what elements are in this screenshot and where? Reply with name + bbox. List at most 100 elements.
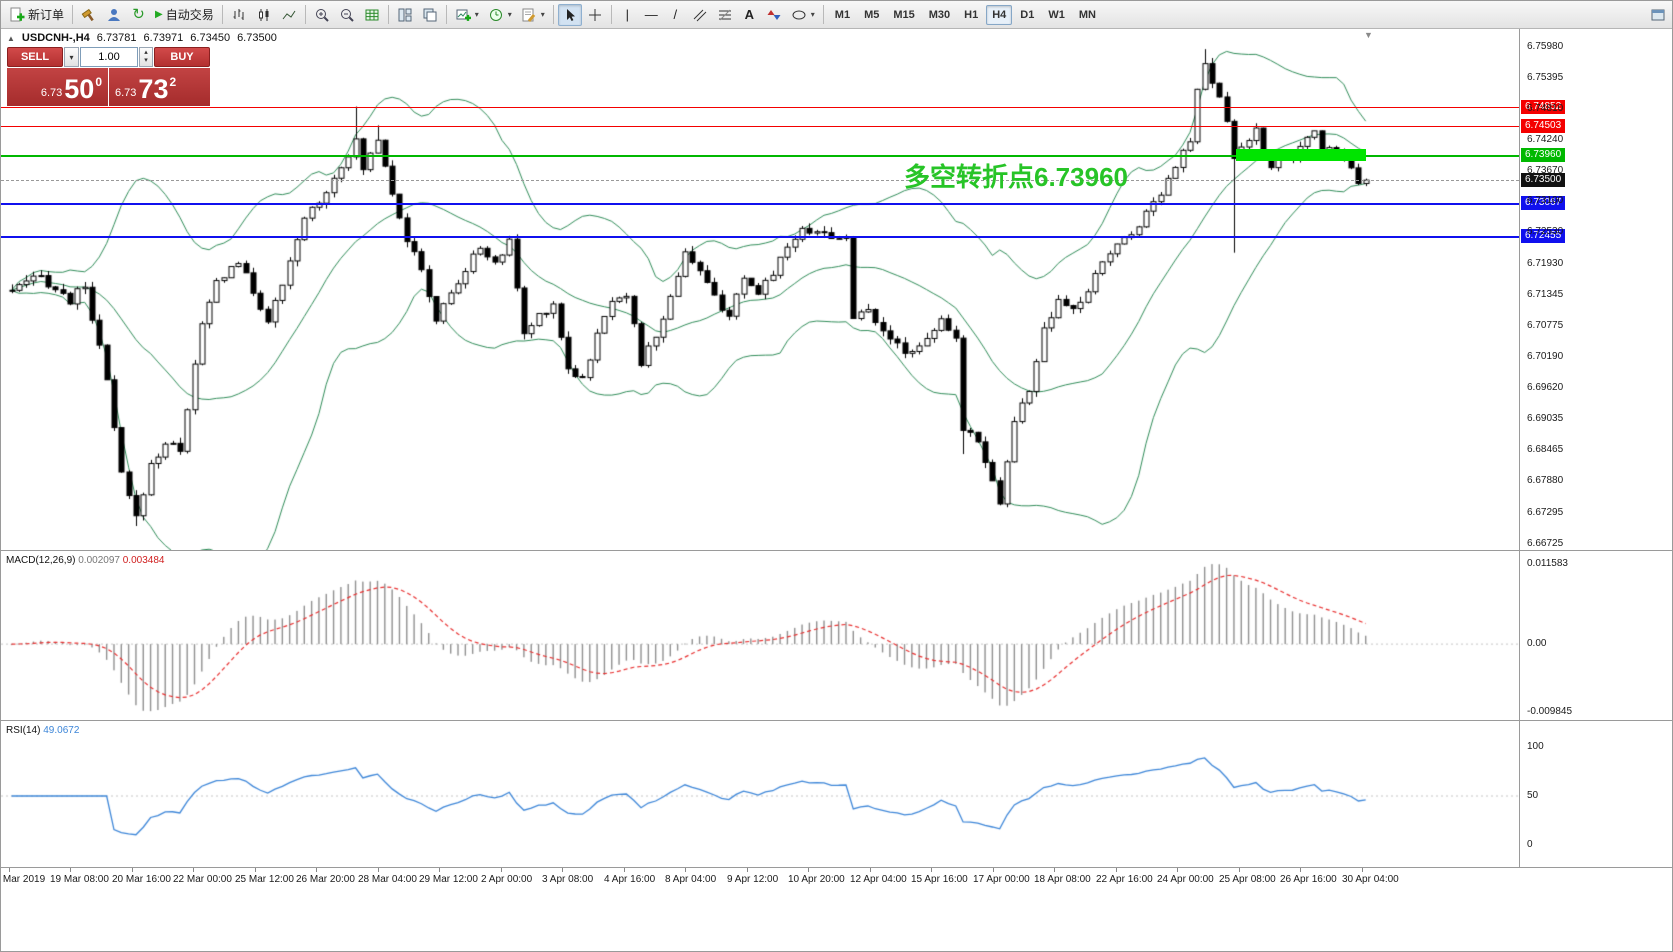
time-axis-tick xyxy=(70,868,71,872)
time-axis-tick xyxy=(931,868,932,872)
time-axis-tick xyxy=(624,868,625,872)
time-axis-label: 10 Apr 20:00 xyxy=(788,874,845,885)
candlestick-canvas[interactable] xyxy=(1,29,1519,550)
chart-profiles-button[interactable]: ▾ xyxy=(484,4,516,26)
new-order-label: 新订单 xyxy=(28,8,65,22)
sell-button[interactable]: SELL xyxy=(7,47,63,67)
rsi-label: RSI(14) 49.0672 xyxy=(6,725,79,736)
profiles-button[interactable] xyxy=(102,4,126,26)
line-chart-button[interactable] xyxy=(277,4,301,26)
arrow-objects-icon xyxy=(767,9,781,20)
rsi-pane[interactable]: RSI(14) 49.0672 xyxy=(1,721,1519,867)
timeframe-M30[interactable]: M30 xyxy=(928,8,951,21)
fibonacci-button[interactable] xyxy=(713,4,737,26)
timeframe-M15[interactable]: M15 xyxy=(893,8,915,21)
toolbar-separator xyxy=(221,5,223,24)
time-axis-label: 4 Apr 16:00 xyxy=(604,874,656,885)
crosshair-button[interactable] xyxy=(583,4,607,26)
channel-button[interactable] xyxy=(688,4,712,26)
rsi-value: 49.0672 xyxy=(43,725,80,736)
buy-button[interactable]: BUY xyxy=(154,47,210,67)
docking-icon xyxy=(1651,9,1665,20)
pivot-annotation-text[interactable]: 多空转折点6.73960 xyxy=(904,162,1128,192)
zoom-in-icon xyxy=(315,8,329,22)
time-axis-label: 26 Apr 16:00 xyxy=(1280,874,1337,885)
arrows-button[interactable] xyxy=(762,4,786,26)
rsi-canvas[interactable] xyxy=(1,721,1519,867)
shapes-button[interactable]: ▾ xyxy=(787,4,819,26)
price-axis[interactable] xyxy=(1520,29,1672,868)
macd-canvas[interactable] xyxy=(1,551,1519,720)
toolbar-docking-button[interactable] xyxy=(1646,4,1670,26)
timeframe-H4[interactable]: H4 xyxy=(986,4,1013,25)
sell-price-tile[interactable]: 6.73 50 0 xyxy=(7,68,108,106)
vertical-line-icon: | xyxy=(625,7,629,22)
refresh-button[interactable]: ↻ xyxy=(127,4,150,26)
time-axis-tick xyxy=(9,868,10,872)
time-axis-tick xyxy=(1116,868,1117,872)
time-axis-tick xyxy=(993,868,994,872)
spinner-up-icon[interactable]: ▴ xyxy=(144,49,148,56)
trendline-button[interactable]: / xyxy=(664,4,687,26)
spinner-down-icon[interactable]: ▾ xyxy=(144,57,148,64)
pane-separator xyxy=(1,867,1672,868)
macd-main-value: 0.002097 xyxy=(78,555,120,566)
horizontal-line-icon: — xyxy=(644,7,658,22)
one-click-controls: SELL ▾ 1.00 ▴ ▾ BUY xyxy=(7,47,211,67)
main-chart-pane[interactable] xyxy=(1,29,1519,550)
toolbar-separator xyxy=(72,5,74,24)
text-button[interactable]: A xyxy=(738,4,761,26)
pane-separator[interactable] xyxy=(1,720,1672,721)
template-icon xyxy=(522,8,535,22)
ohlc-open: 6.73781 xyxy=(96,32,137,44)
timeframe-D1[interactable]: D1 xyxy=(1020,8,1035,21)
timeframe-H1[interactable]: H1 xyxy=(964,8,979,21)
timeframe-W1[interactable]: W1 xyxy=(1048,8,1065,21)
chevron-down-icon: ▾ xyxy=(810,10,815,19)
scripts-button[interactable] xyxy=(77,4,101,26)
candlestick-chart-button[interactable] xyxy=(252,4,276,26)
macd-pane[interactable]: MACD(12,26,9) 0.002097 0.003484 xyxy=(1,551,1519,720)
chart-shift-marker-icon[interactable]: ▼ xyxy=(1364,30,1373,40)
line-chart-icon xyxy=(282,10,296,19)
volume-spinner[interactable]: ▴ ▾ xyxy=(139,47,153,67)
buy-price-big: 73 xyxy=(138,74,169,104)
buy-price-tile[interactable]: 6.73 73 2 xyxy=(109,68,210,106)
time-axis-label: 9 Apr 12:00 xyxy=(727,874,779,885)
volume-input[interactable]: 1.00 xyxy=(80,47,138,67)
zoom-in-button[interactable] xyxy=(310,4,334,26)
one-click-collapse-icon[interactable]: ▲ xyxy=(7,33,15,43)
cursor-button[interactable] xyxy=(557,3,582,26)
new-chart-icon xyxy=(456,9,471,21)
horizontal-line-button[interactable]: — xyxy=(640,4,663,26)
new-order-button[interactable]: 新订单 xyxy=(5,4,68,26)
clock-icon xyxy=(489,8,502,21)
zoom-out-button[interactable] xyxy=(335,4,359,26)
timeframe-MN[interactable]: MN xyxy=(1078,8,1096,21)
cascade-windows-button[interactable] xyxy=(418,4,442,26)
tile-windows-button[interactable] xyxy=(393,4,417,26)
one-click-trading-panel: SELL ▾ 1.00 ▴ ▾ BUY 6.73 50 0 6.73 73 2 xyxy=(7,47,211,106)
bar-chart-button[interactable] xyxy=(227,4,251,26)
vertical-line-button[interactable]: | xyxy=(616,4,639,26)
macd-signal-value: 0.003484 xyxy=(122,555,165,566)
pivot-highlight-rectangle[interactable] xyxy=(1236,149,1366,161)
new-order-icon xyxy=(10,7,25,21)
zoom-out-icon xyxy=(340,8,354,22)
grid-button[interactable] xyxy=(360,4,384,26)
time-axis-label: 20 Mar 16:00 xyxy=(112,874,171,885)
price-axis-separator xyxy=(1519,29,1520,868)
timeframe-M5[interactable]: M5 xyxy=(864,8,880,21)
volume-dropdown[interactable]: ▾ xyxy=(64,47,79,67)
new-chart-button[interactable]: ▾ xyxy=(451,4,483,26)
time-axis-label: 19 Mar 08:00 xyxy=(50,874,109,885)
timeframe-M1[interactable]: M1 xyxy=(834,8,851,21)
autotrading-play-icon: ▶ xyxy=(155,8,163,20)
time-axis-label: 12 Apr 04:00 xyxy=(850,874,907,885)
pane-separator[interactable] xyxy=(1,550,1672,551)
template-button[interactable]: ▾ xyxy=(517,4,549,26)
autotrading-button[interactable]: ▶ 自动交易 xyxy=(151,4,218,26)
time-axis-tick xyxy=(193,868,194,872)
